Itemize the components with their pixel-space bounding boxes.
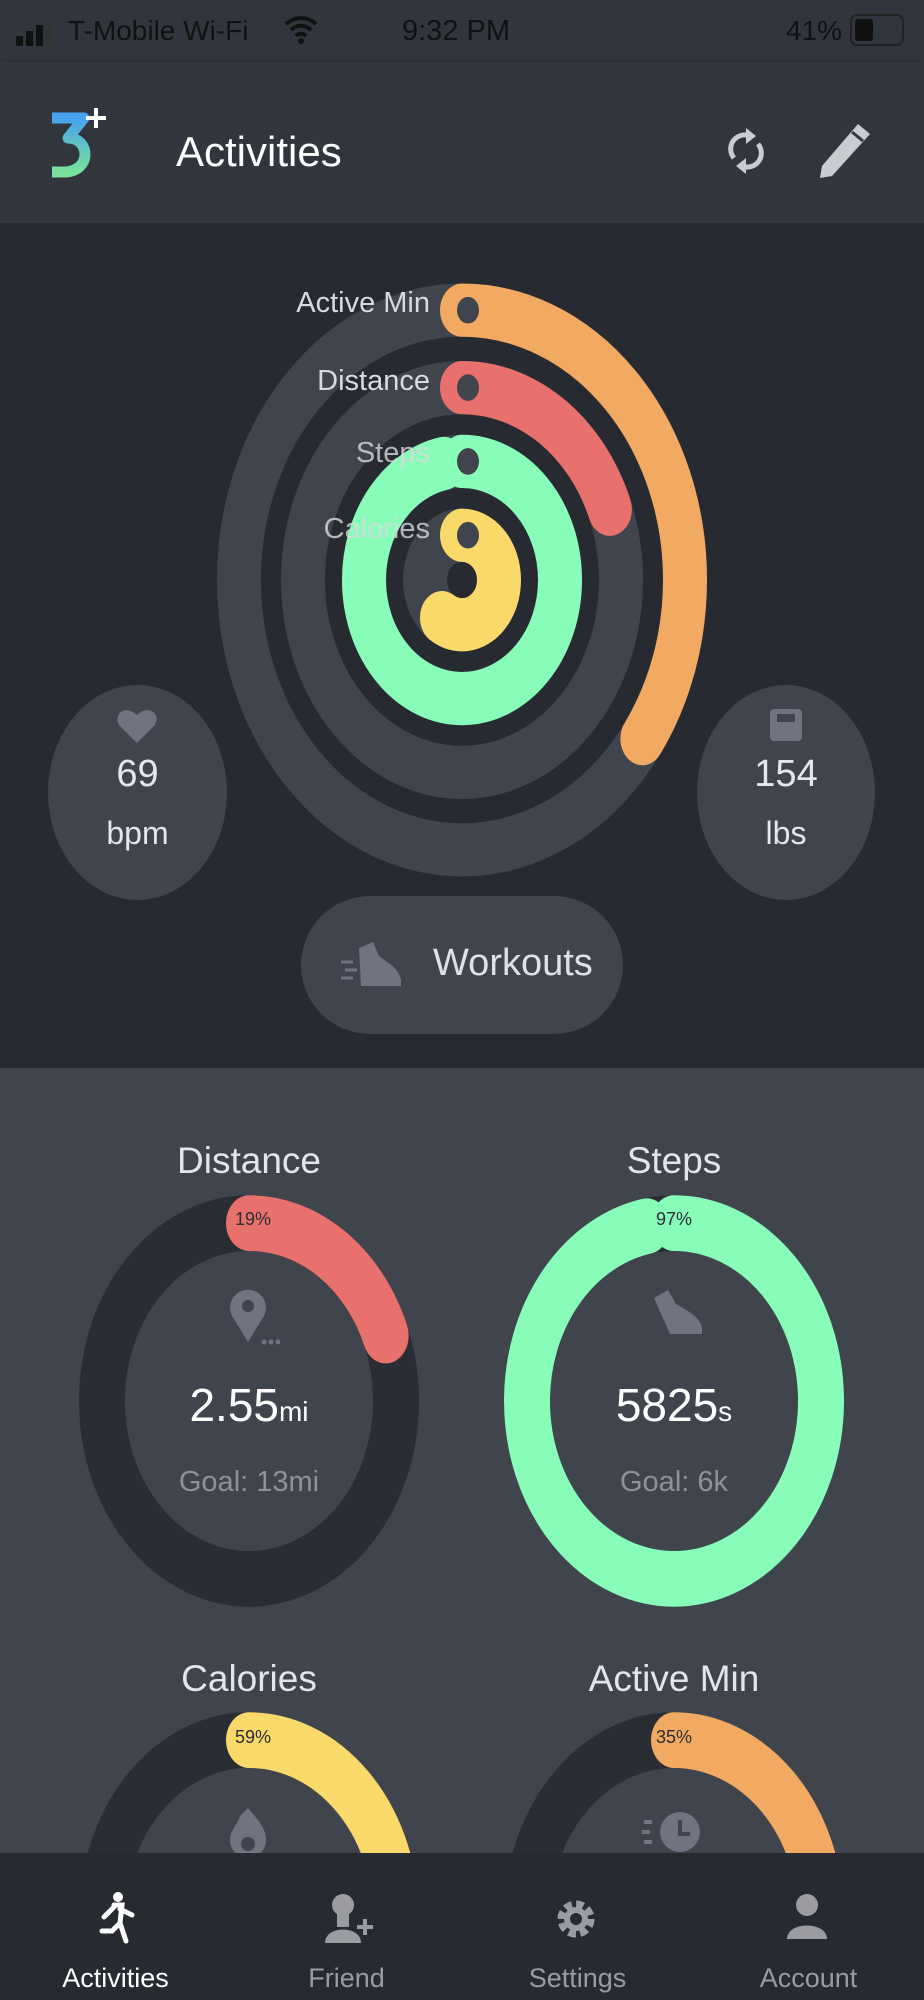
card-percent-distance: 19% xyxy=(234,1209,272,1229)
clock-icon xyxy=(457,296,479,324)
person-icon xyxy=(787,1894,827,1939)
tab-settings[interactable]: Settings xyxy=(462,1853,693,2000)
weight-value: 154 xyxy=(754,753,818,795)
card-value-steps: 5825s xyxy=(504,1378,844,1432)
donut-calories xyxy=(79,1712,419,1853)
card-title-active-min: Active Min xyxy=(588,1658,760,1699)
heart-icon xyxy=(117,710,157,743)
tab-label: Friend xyxy=(308,1963,385,1993)
tab-label: Settings xyxy=(528,1963,627,1993)
workouts-label: Workouts xyxy=(433,942,593,984)
heart-rate-unit: bpm xyxy=(106,815,169,851)
app-logo xyxy=(52,108,106,178)
goal-donuts xyxy=(79,1195,844,1853)
workouts-button[interactable]: Workouts xyxy=(301,896,623,1034)
tab-activities[interactable]: Activities xyxy=(0,1853,231,2000)
donut-progress xyxy=(79,1195,419,1607)
gear-icon xyxy=(557,1900,595,1938)
wifi-icon xyxy=(284,16,318,44)
distance-unit: mi xyxy=(278,1396,309,1427)
weight-unit: lbs xyxy=(765,815,807,851)
add-friend-icon xyxy=(325,1894,373,1943)
tab-label: Account xyxy=(759,1963,858,1993)
status-bar: T-Mobile Wi-Fi 9:32 PM 41% xyxy=(0,0,924,62)
donut-progress xyxy=(79,1712,419,1853)
activity-rings[interactable] xyxy=(0,223,924,1068)
heart-rate-widget[interactable]: 69 bpm xyxy=(48,685,227,900)
heart-rate-value: 69 xyxy=(116,753,159,795)
shoe-icon xyxy=(457,448,479,475)
pencil-icon[interactable] xyxy=(818,122,872,180)
clock-icon xyxy=(642,1812,700,1852)
card-title-steps: Steps xyxy=(626,1140,722,1181)
ring-label-calories: Calories xyxy=(323,513,430,545)
bottom-tab-bar: Activities Friend Settings Account xyxy=(0,1853,924,2000)
page-title: Activities xyxy=(176,128,342,175)
donut-progress xyxy=(504,1195,844,1607)
tab-label: Activities xyxy=(62,1963,169,1993)
tab-account[interactable]: Account xyxy=(693,1853,924,2000)
location-pin-icon xyxy=(230,1289,280,1345)
donut-distance xyxy=(79,1195,419,1607)
donut-active-min xyxy=(504,1712,844,1853)
card-goal-distance: Goal: 13mi xyxy=(178,1466,320,1498)
steps-value: 5825 xyxy=(615,1379,719,1431)
signal-icon xyxy=(16,20,53,46)
tab-friend[interactable]: Friend xyxy=(231,1853,462,2000)
clock-time: 9:32 PM xyxy=(402,15,510,47)
carrier: T-Mobile Wi-Fi xyxy=(68,15,249,46)
battery-icon xyxy=(850,14,904,46)
donut-steps xyxy=(504,1195,844,1607)
card-percent-calories: 59% xyxy=(234,1727,272,1747)
ring-label-steps: Steps xyxy=(355,437,430,469)
distance-value: 2.55 xyxy=(189,1379,279,1431)
goal-cards-panel: Distance Steps Calories Active Min 19% 9… xyxy=(0,1068,924,1853)
ring-progress-steps xyxy=(342,434,582,726)
weight-widget[interactable]: 154 lbs xyxy=(697,685,875,900)
card-percent-active-min: 35% xyxy=(655,1727,693,1747)
shoe-icon xyxy=(654,1290,702,1334)
ring-label-active-min: Active Min xyxy=(296,287,430,319)
steps-unit: s xyxy=(718,1396,733,1427)
card-goal-steps: Goal: 6k xyxy=(620,1466,728,1498)
card-percent-steps: 97% xyxy=(655,1209,693,1229)
flame-icon xyxy=(230,1808,266,1853)
app-header: Activities xyxy=(0,62,924,223)
battery-percent: 41% xyxy=(786,15,843,46)
donut-progress xyxy=(504,1712,844,1853)
scale-icon xyxy=(770,709,802,741)
card-value-distance: 2.55mi xyxy=(79,1378,419,1432)
ring-label-distance: Distance xyxy=(317,365,430,397)
battery-fill xyxy=(855,19,874,41)
running-icon xyxy=(99,1892,135,1944)
card-title-calories: Calories xyxy=(181,1658,317,1699)
activity-rings-panel: Active Min Distance Steps Calories 69 bp… xyxy=(0,223,924,1068)
location-pin-icon xyxy=(457,374,479,401)
running-shoe-icon xyxy=(341,942,401,986)
card-title-distance: Distance xyxy=(177,1140,321,1181)
flame-icon xyxy=(457,521,479,549)
sync-icon[interactable] xyxy=(724,124,768,178)
